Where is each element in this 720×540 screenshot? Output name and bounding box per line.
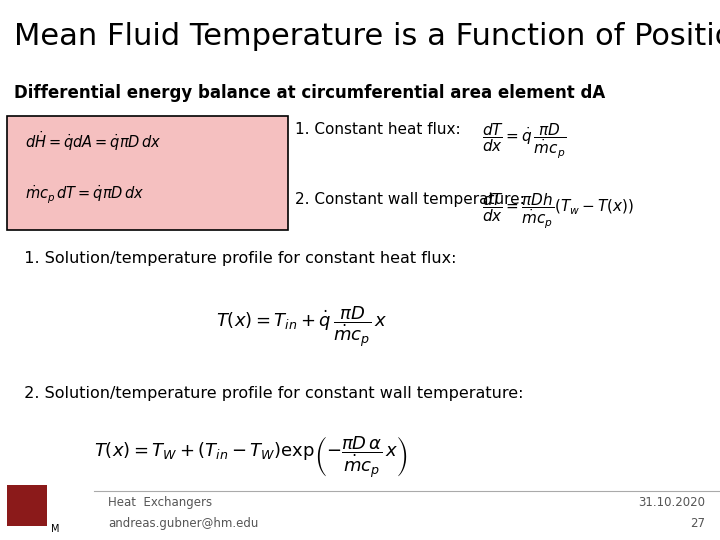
Text: 27: 27 (690, 517, 706, 530)
Text: Differential energy balance at circumferential area element dA: Differential energy balance at circumfer… (14, 84, 606, 102)
Text: $\dfrac{dT}{dx} = \dfrac{\pi Dh}{\dot{m}c_p}(T_w - T(x))$: $\dfrac{dT}{dx} = \dfrac{\pi Dh}{\dot{m}… (482, 192, 634, 231)
Text: 2. Solution/temperature profile for constant wall temperature:: 2. Solution/temperature profile for cons… (14, 386, 524, 401)
Text: $d\dot{H} = \dot{q}dA = \dot{q}\pi D\,dx$: $d\dot{H} = \dot{q}dA = \dot{q}\pi D\,dx… (25, 130, 162, 153)
Text: 1. Constant heat flux:: 1. Constant heat flux: (295, 122, 461, 137)
Text: $\dfrac{dT}{dx} = \dot{q}\,\dfrac{\pi D}{\dot{m}c_p}$: $\dfrac{dT}{dx} = \dot{q}\,\dfrac{\pi D}… (482, 122, 567, 161)
FancyBboxPatch shape (7, 116, 288, 230)
Text: 2. Constant wall temperature:: 2. Constant wall temperature: (295, 192, 525, 207)
Text: $T(x) = T_W + (T_{in} - T_W)\exp\!\left(-\dfrac{\pi D\,\alpha}{\dot{m}c_p}\,x\ri: $T(x) = T_W + (T_{in} - T_W)\exp\!\left(… (94, 435, 408, 480)
FancyBboxPatch shape (7, 485, 47, 526)
Text: andreas.gubner@hm.edu: andreas.gubner@hm.edu (108, 517, 258, 530)
Text: Heat  Exchangers: Heat Exchangers (108, 496, 212, 509)
Text: 31.10.2020: 31.10.2020 (639, 496, 706, 509)
Text: 1. Solution/temperature profile for constant heat flux:: 1. Solution/temperature profile for cons… (14, 251, 457, 266)
Text: Mean Fluid Temperature is a Function of Position: Mean Fluid Temperature is a Function of … (14, 22, 720, 51)
Text: $\dot{m}c_p\,dT = \dot{q}\pi D\,dx$: $\dot{m}c_p\,dT = \dot{q}\pi D\,dx$ (25, 184, 145, 206)
Text: M: M (51, 524, 60, 534)
Text: $T(x) = T_{in} + \dot{q}\,\dfrac{\pi D}{\dot{m}c_p}\,x$: $T(x) = T_{in} + \dot{q}\,\dfrac{\pi D}{… (216, 305, 387, 350)
